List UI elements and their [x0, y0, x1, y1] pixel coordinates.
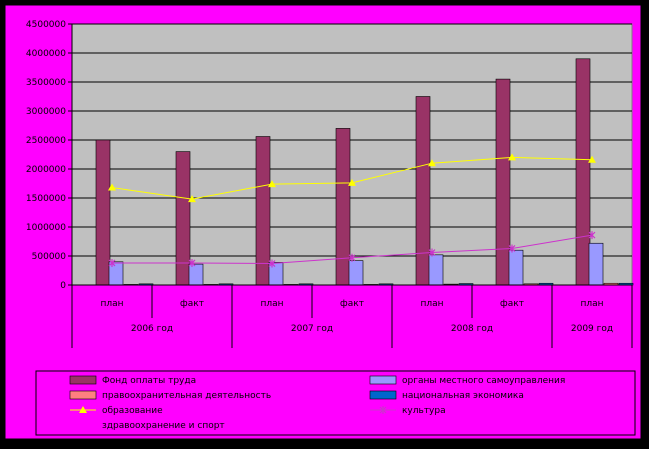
bar — [415, 96, 431, 286]
point-marker — [268, 180, 276, 188]
point-marker — [588, 155, 596, 163]
point-marker — [508, 153, 516, 161]
legend-swatch — [369, 390, 397, 400]
x-tick-label: факт — [180, 299, 204, 309]
y-tick-label: 1500000 — [26, 194, 66, 204]
gridlines — [72, 23, 632, 257]
legend-label: культура — [402, 406, 446, 416]
y-tick-label: 2000000 — [26, 165, 66, 175]
x-tick-label: план — [100, 299, 123, 309]
y-tick-label: 1000000 — [26, 223, 66, 233]
legend-label: здравоохранение и спорт — [102, 421, 225, 431]
legend-swatch — [369, 375, 397, 385]
plot-area — [71, 23, 633, 286]
year-group-label: 2009 год — [571, 324, 613, 334]
legend-label: Фонд оплаты труда — [102, 376, 196, 386]
legend-swatch — [69, 375, 97, 385]
bar — [428, 254, 444, 286]
bar — [175, 151, 191, 286]
point-marker — [108, 258, 116, 267]
bar — [508, 249, 524, 286]
bar — [108, 261, 124, 286]
point-marker — [428, 248, 436, 257]
year-group-label: 2008 год — [451, 324, 493, 334]
legend-label: органы местного самоуправления — [402, 376, 565, 386]
bar — [268, 262, 284, 286]
y-tick-label: 4000000 — [26, 49, 66, 59]
bar — [188, 263, 204, 286]
bars — [95, 58, 634, 286]
y-tick-label: 3500000 — [26, 78, 66, 88]
point-marker — [108, 183, 116, 191]
year-group-label: 2007 год — [291, 324, 333, 334]
point-marker — [348, 253, 356, 262]
bar — [575, 58, 591, 286]
y-tick-label: 4500000 — [26, 20, 66, 30]
bar — [255, 136, 271, 286]
legend-label: национальная экономика — [402, 391, 524, 401]
point-marker — [508, 244, 516, 253]
point-marker — [188, 258, 196, 267]
y-tick-label: 500000 — [32, 252, 67, 262]
x-tick-label: план — [580, 299, 603, 309]
legend-swatch — [69, 390, 97, 400]
bar — [495, 78, 511, 286]
x-tick-label: факт — [340, 299, 364, 309]
x-tick-label: факт — [500, 299, 524, 309]
series-lines — [108, 153, 596, 268]
y-axis: 0 500000 1000000 1500000 2000000 2500000 30000… — [26, 20, 73, 291]
y-tick-label: 2500000 — [26, 136, 66, 146]
bar — [335, 128, 351, 286]
legend-marker — [79, 406, 87, 413]
y-tick-label: 3000000 — [26, 107, 66, 117]
x-tick-label: план — [260, 299, 283, 309]
bar — [348, 260, 364, 286]
year-group-label: 2006 год — [131, 324, 173, 334]
bar — [588, 242, 604, 286]
legend-label: образование — [102, 406, 163, 416]
legend-marker — [379, 406, 387, 414]
legend: Фонд оплаты труда органы местного самоупр… — [69, 375, 565, 431]
x-axis: план факт план факт план факт план 2006 год 2007… — [71, 284, 633, 348]
y-tick-label: 0 — [60, 281, 66, 291]
x-tick-label: план — [420, 299, 443, 309]
point-marker — [428, 159, 436, 167]
bar — [95, 139, 111, 286]
legend-box — [35, 370, 636, 436]
point-marker — [588, 231, 596, 240]
point-marker — [348, 178, 356, 186]
point-marker — [268, 259, 276, 268]
point-marker — [188, 195, 196, 203]
legend-label: правоохранительная деятельность — [102, 391, 271, 401]
